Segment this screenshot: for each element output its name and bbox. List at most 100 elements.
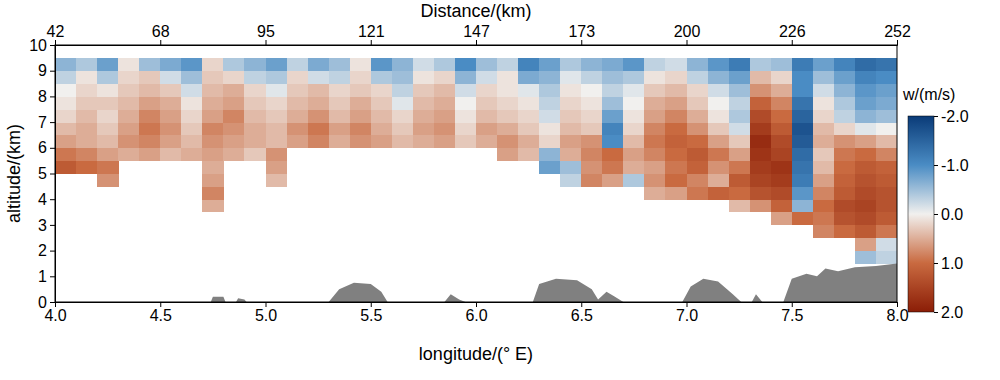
cell (329, 135, 350, 148)
tick-label: 8.0 (886, 307, 908, 324)
cell (118, 122, 139, 135)
cell (118, 148, 139, 161)
tick: 7 (38, 114, 55, 131)
cell (771, 58, 792, 71)
cell (771, 135, 792, 148)
cell (244, 135, 265, 148)
cell (413, 84, 434, 97)
tick-label: 6 (38, 139, 47, 156)
cell (581, 161, 602, 174)
cell (539, 58, 560, 71)
cell (160, 58, 181, 71)
cell (371, 122, 392, 135)
colorbar-title: w/(m/s) (902, 86, 955, 103)
cell (413, 58, 434, 71)
cell (518, 71, 539, 84)
cell (287, 122, 308, 135)
cell (708, 148, 729, 161)
cell (371, 96, 392, 109)
cell (329, 71, 350, 84)
cell (834, 174, 855, 187)
tick-mark (50, 71, 55, 72)
cell (350, 109, 371, 122)
cell (750, 96, 771, 109)
tick-label: 9 (38, 62, 47, 79)
tick-label: 6.5 (571, 307, 593, 324)
cell (560, 122, 581, 135)
cell (118, 84, 139, 97)
cell (202, 186, 223, 199)
tick-label: 5.0 (255, 307, 277, 324)
cell (876, 225, 897, 238)
cell (771, 71, 792, 84)
cell (665, 122, 686, 135)
cell (223, 96, 244, 109)
cell (602, 161, 623, 174)
cell (792, 84, 813, 97)
cell (581, 84, 602, 97)
tick-mark (50, 225, 55, 226)
cell (476, 109, 497, 122)
cell (560, 135, 581, 148)
cell (518, 122, 539, 135)
tick-label: -1.0 (941, 157, 969, 174)
cell (771, 84, 792, 97)
plot-frame (55, 45, 897, 302)
cell (434, 84, 455, 97)
cell (792, 212, 813, 225)
cell (834, 161, 855, 174)
cell (602, 96, 623, 109)
cell (581, 71, 602, 84)
cell (644, 84, 665, 97)
x2-axis-title: Distance/(km) (420, 1, 531, 21)
cell (623, 161, 644, 174)
cell (876, 161, 897, 174)
tick-label: 4 (38, 191, 47, 208)
cell (118, 135, 139, 148)
cell (581, 148, 602, 161)
cell (665, 174, 686, 187)
cell (392, 58, 413, 71)
cell (876, 251, 897, 264)
cell (287, 58, 308, 71)
cell (455, 58, 476, 71)
cell (55, 148, 76, 161)
cell (350, 58, 371, 71)
cell (644, 96, 665, 109)
tick-label: 121 (358, 23, 385, 40)
cell (287, 96, 308, 109)
cell (623, 109, 644, 122)
tick-label: 1.0 (941, 255, 963, 272)
cell (855, 238, 876, 251)
cell (518, 96, 539, 109)
tick-mark (55, 40, 56, 45)
chart-container: 4.04.55.05.56.06.57.07.58.04268951211471… (0, 0, 1000, 380)
tick: 5.0 (255, 302, 277, 324)
cell (581, 135, 602, 148)
axis-line (935, 117, 939, 313)
cell (202, 174, 223, 187)
tick: 5 (38, 165, 55, 182)
cell (750, 109, 771, 122)
cell (687, 122, 708, 135)
cell (792, 161, 813, 174)
cell (518, 109, 539, 122)
axis-line (56, 303, 898, 308)
cell (644, 186, 665, 199)
cell (266, 71, 287, 84)
tick-label: 1 (38, 268, 47, 285)
cell (665, 135, 686, 148)
cell (813, 84, 834, 97)
cell (287, 109, 308, 122)
cell (181, 122, 202, 135)
tick-mark (160, 40, 161, 45)
tick-mark (50, 148, 55, 149)
cell (687, 161, 708, 174)
cell (792, 122, 813, 135)
cell (539, 135, 560, 148)
cell (708, 161, 729, 174)
cell (708, 109, 729, 122)
tick-mark (581, 40, 582, 45)
cell (97, 109, 118, 122)
tick-label: 173 (568, 23, 595, 40)
